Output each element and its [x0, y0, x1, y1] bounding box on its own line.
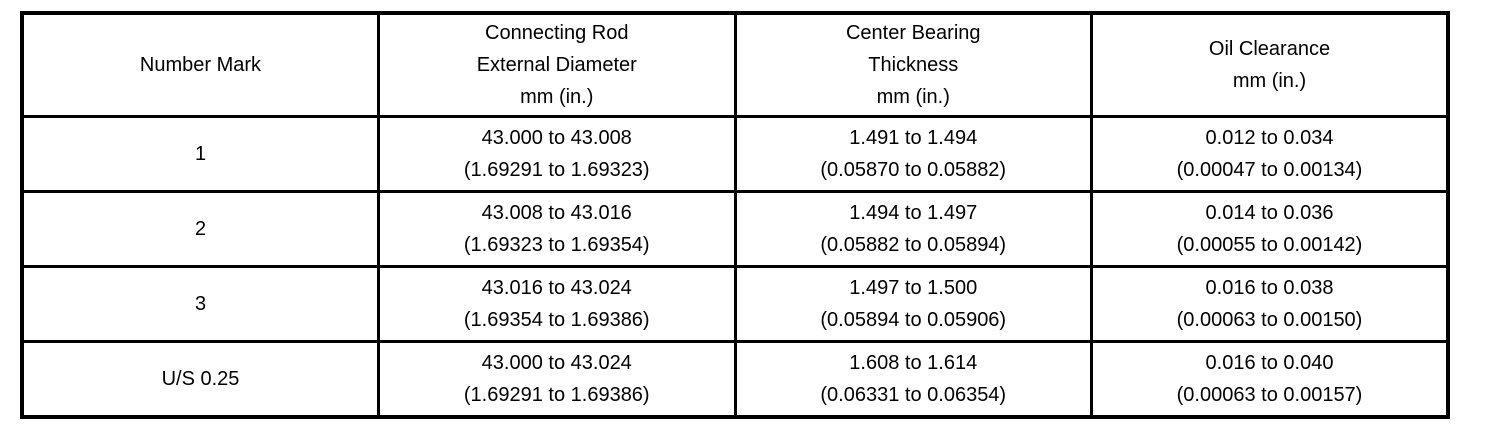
value-mm: 43.000 to 43.008	[481, 127, 632, 149]
value-mm: 0.016 to 0.040	[1205, 352, 1334, 374]
number-mark-value: 1	[194, 143, 207, 165]
cell-number-mark: 3	[20, 265, 380, 343]
table-row-mark-2: 2 43.008 to 43.016 (1.69323 to 1.69354) …	[20, 190, 1450, 268]
header-line: Connecting Rod	[485, 22, 629, 44]
number-mark-value: 2	[194, 218, 207, 240]
cell-center-bearing-thickness: 1.494 to 1.497 (0.05882 to 0.05894)	[733, 190, 1093, 268]
cell-rod-external-diameter: 43.000 to 43.008 (1.69291 to 1.69323)	[377, 115, 737, 193]
value-in: (0.00063 to 0.00157)	[1176, 384, 1363, 406]
col-header-connecting-rod-external-diameter: Connecting Rod External Diameter mm (in.…	[377, 11, 737, 118]
value-mm: 1.608 to 1.614	[849, 352, 978, 374]
col-header-center-bearing-thickness: Center Bearing Thickness mm (in.)	[733, 11, 1093, 118]
value-in: (0.05870 to 0.05882)	[820, 159, 1007, 181]
value-in: (1.69291 to 1.69386)	[463, 384, 650, 406]
header-line: Oil Clearance	[1208, 38, 1331, 60]
value-mm: 1.491 to 1.494	[849, 127, 978, 149]
value-in: (0.00055 to 0.00142)	[1176, 234, 1363, 256]
col-header-number-mark: Number Mark	[20, 11, 380, 118]
header-line: Center Bearing	[845, 22, 981, 44]
cell-oil-clearance: 0.012 to 0.034 (0.00047 to 0.00134)	[1090, 115, 1450, 193]
value-mm: 1.497 to 1.500	[849, 277, 978, 299]
cell-oil-clearance: 0.016 to 0.040 (0.00063 to 0.00157)	[1090, 340, 1450, 419]
table-row-mark-us025: U/S 0.25 43.000 to 43.024 (1.69291 to 1.…	[20, 340, 1450, 419]
value-in: (0.06331 to 0.06354)	[820, 384, 1007, 406]
value-mm: 43.000 to 43.024	[481, 352, 632, 374]
value-mm: 43.016 to 43.024	[481, 277, 632, 299]
value-mm: 0.014 to 0.036	[1205, 202, 1334, 224]
header-line: mm (in.)	[520, 86, 594, 108]
cell-center-bearing-thickness: 1.491 to 1.494 (0.05870 to 0.05882)	[733, 115, 1093, 193]
number-mark-value: U/S 0.25	[161, 368, 240, 390]
header-line: mm (in.)	[1232, 70, 1307, 92]
value-in: (0.05882 to 0.05894)	[820, 234, 1007, 256]
value-mm: 0.016 to 0.038	[1205, 277, 1334, 299]
value-in: (0.00047 to 0.00134)	[1176, 159, 1363, 181]
value-mm: 1.494 to 1.497	[849, 202, 978, 224]
cell-rod-external-diameter: 43.000 to 43.024 (1.69291 to 1.69386)	[377, 340, 737, 419]
cell-rod-external-diameter: 43.016 to 43.024 (1.69354 to 1.69386)	[377, 265, 737, 343]
header-line: External Diameter	[476, 54, 637, 76]
cell-oil-clearance: 0.016 to 0.038 (0.00063 to 0.00150)	[1090, 265, 1450, 343]
header-row: Number Mark Connecting Rod External Diam…	[20, 11, 1450, 118]
header-line: Thickness	[868, 54, 959, 76]
number-mark-value: 3	[194, 293, 207, 315]
cell-center-bearing-thickness: 1.497 to 1.500 (0.05894 to 0.05906)	[733, 265, 1093, 343]
cell-oil-clearance: 0.014 to 0.036 (0.00055 to 0.00142)	[1090, 190, 1450, 268]
bearing-spec-table: Number Mark Connecting Rod External Diam…	[20, 11, 1450, 419]
cell-center-bearing-thickness: 1.608 to 1.614 (0.06331 to 0.06354)	[733, 340, 1093, 419]
cell-number-mark: 2	[20, 190, 380, 268]
value-in: (1.69354 to 1.69386)	[463, 309, 650, 331]
cell-rod-external-diameter: 43.008 to 43.016 (1.69323 to 1.69354)	[377, 190, 737, 268]
col-header-oil-clearance: Oil Clearance mm (in.)	[1090, 11, 1450, 118]
value-in: (1.69323 to 1.69354)	[463, 234, 650, 256]
value-in: (1.69291 to 1.69323)	[463, 159, 650, 181]
value-mm: 0.012 to 0.034	[1205, 127, 1334, 149]
value-mm: 43.008 to 43.016	[481, 202, 632, 224]
header-line: Number Mark	[139, 54, 262, 76]
value-in: (0.05894 to 0.05906)	[820, 309, 1007, 331]
table-row-mark-3: 3 43.016 to 43.024 (1.69354 to 1.69386) …	[20, 265, 1450, 343]
cell-number-mark: 1	[20, 115, 380, 193]
value-in: (0.00063 to 0.00150)	[1176, 309, 1363, 331]
header-line: mm (in.)	[876, 86, 950, 108]
cell-number-mark: U/S 0.25	[20, 340, 380, 419]
table-row-mark-1: 1 43.000 to 43.008 (1.69291 to 1.69323) …	[20, 115, 1450, 193]
